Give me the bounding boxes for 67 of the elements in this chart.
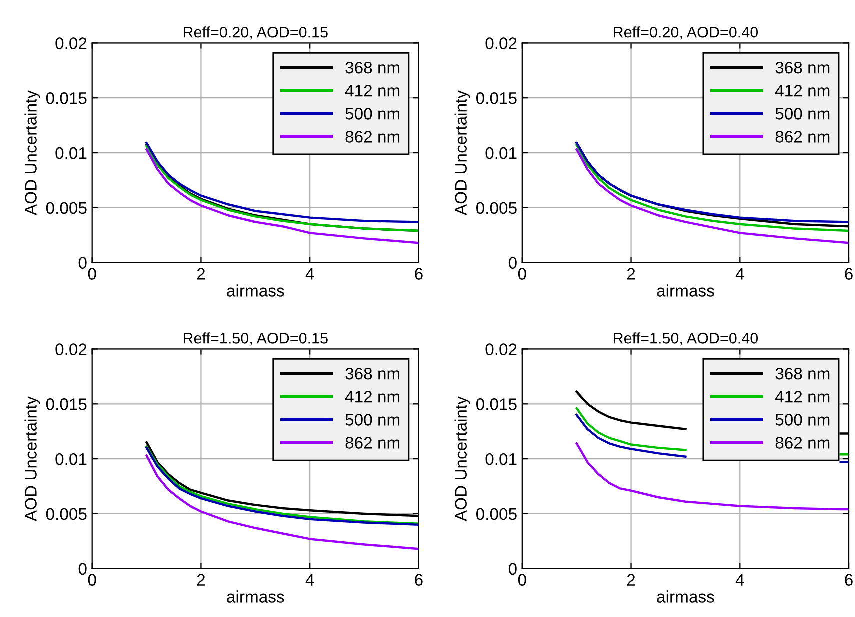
chart-title: Reff=0.20, AOD=0.15 — [184, 26, 328, 40]
y-tick-label: 0.01 — [56, 147, 87, 160]
x-tick-label: 0 — [88, 268, 96, 280]
x-tick-label: 4 — [306, 574, 314, 586]
y-tick-label: 0 — [78, 257, 87, 270]
y-tick-label: 0.02 — [56, 38, 87, 50]
x-tick-label: 4 — [736, 268, 744, 280]
chart-title: Reff=1.50, AOD=0.40 — [614, 332, 758, 346]
y-tick-label: 0.02 — [56, 344, 87, 356]
x-tick-label: 4 — [736, 574, 744, 586]
x-tick-label: 6 — [845, 268, 853, 280]
x-tick-label: 4 — [306, 268, 314, 280]
y-tick-label: 0.01 — [486, 147, 517, 160]
legend-label: 368 nm — [346, 368, 400, 380]
x-tick-label: 0 — [88, 574, 96, 586]
x-tick-label: 2 — [197, 268, 206, 280]
x-axis-title: airmass — [227, 284, 284, 297]
y-axis-title: AOD Uncertainty — [24, 90, 40, 216]
y-tick-label: 0.005 — [46, 508, 87, 520]
y-tick-label: 0.005 — [46, 202, 87, 214]
y-tick-label: 0.01 — [56, 453, 87, 466]
line-series — [576, 148, 850, 244]
y-tick-label: 0.015 — [46, 92, 87, 104]
y-axis-title: AOD Uncertainty — [454, 396, 470, 522]
x-tick-label: 0 — [518, 574, 526, 586]
legend-label: 368 nm — [776, 62, 830, 74]
y-tick-label: 0.02 — [486, 38, 517, 50]
y-tick-label: 0 — [508, 563, 517, 576]
legend-label: 862 nm — [346, 131, 400, 143]
legend-label: 412 nm — [345, 391, 400, 403]
x-tick-label: 0 — [518, 268, 526, 280]
legend-label: 368 nm — [346, 62, 400, 74]
chart-title: Reff=0.20, AOD=0.40 — [614, 26, 758, 40]
x-tick-label: 2 — [627, 574, 636, 586]
legend-label: 862 nm — [776, 131, 830, 143]
legend-label: 412 nm — [775, 391, 830, 403]
legend-label: 500 nm — [346, 414, 400, 426]
legend-label: 500 nm — [776, 414, 830, 426]
legend-label: 412 nm — [345, 85, 400, 97]
y-tick-label: 0.015 — [46, 398, 87, 410]
y-tick-label: 0.015 — [476, 398, 517, 410]
legend-label: 500 nm — [776, 108, 830, 120]
x-tick-label: 2 — [197, 574, 206, 586]
legend-label: 412 nm — [775, 85, 830, 97]
legend-label: 862 nm — [346, 437, 400, 449]
legend-label: 500 nm — [346, 108, 400, 120]
x-axis-title: airmass — [227, 590, 284, 603]
y-tick-label: 0.015 — [476, 92, 517, 104]
y-axis-title: AOD Uncertainty — [454, 90, 470, 216]
line-series — [146, 148, 419, 244]
y-tick-label: 0.02 — [486, 344, 517, 356]
x-axis-title: airmass — [657, 284, 714, 297]
chart-title: Reff=1.50, AOD=0.15 — [184, 332, 328, 346]
y-axis-title: AOD Uncertainty — [24, 396, 40, 522]
x-axis-title: airmass — [657, 590, 714, 603]
y-tick-label: 0.005 — [476, 508, 517, 520]
y-tick-label: 0 — [78, 563, 87, 576]
x-tick-label: 6 — [415, 268, 423, 280]
line-series — [146, 454, 419, 550]
legend-label: 862 nm — [776, 437, 830, 449]
x-tick-label: 6 — [845, 574, 853, 586]
x-tick-label: 2 — [627, 268, 636, 280]
x-tick-label: 6 — [415, 574, 423, 586]
y-tick-label: 0 — [508, 257, 517, 270]
y-tick-label: 0.005 — [476, 202, 517, 214]
y-tick-label: 0.01 — [486, 453, 517, 466]
legend-label: 368 nm — [776, 368, 830, 380]
